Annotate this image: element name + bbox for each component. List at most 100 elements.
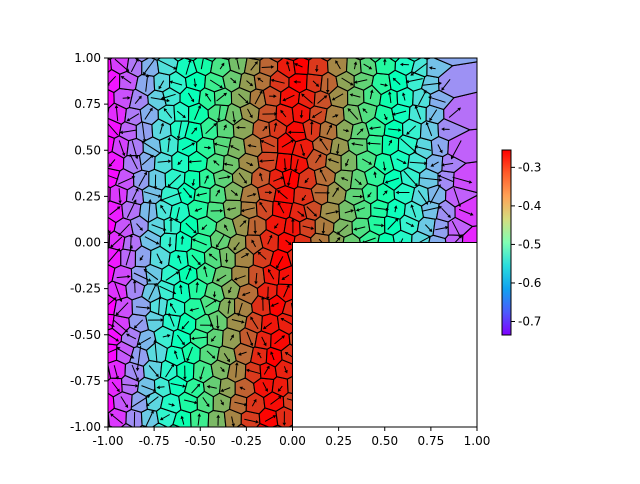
mesh-cell <box>308 409 325 429</box>
mesh-cell <box>478 349 521 385</box>
mesh-cell <box>300 297 319 316</box>
mesh-cell <box>315 12 333 61</box>
mesh-cell <box>464 313 507 332</box>
mesh-cell <box>417 266 434 286</box>
mesh-cell <box>361 359 381 379</box>
mesh-cell <box>393 280 411 300</box>
mesh-cell <box>53 339 100 373</box>
mesh-cell <box>379 361 397 380</box>
mesh-cell <box>85 247 103 266</box>
mesh-cell <box>326 358 343 379</box>
mesh-cell <box>368 295 387 316</box>
x-tick-label: -0.25 <box>231 434 262 448</box>
mesh-cell <box>42 69 73 90</box>
mesh-cell <box>300 390 317 411</box>
mesh-cell <box>303 426 326 473</box>
mesh-cell <box>418 297 435 316</box>
mesh-cell <box>376 328 393 348</box>
y-tick-label: -0.25 <box>70 282 101 296</box>
mesh-cell <box>437 249 457 270</box>
mesh-cell <box>421 249 437 269</box>
x-tick-label: 1.00 <box>464 434 491 448</box>
mesh-cell <box>263 425 286 472</box>
mesh-cell <box>46 135 77 156</box>
mesh-cell <box>351 298 371 321</box>
mesh-cell <box>419 345 437 365</box>
mesh-cell <box>335 295 354 317</box>
mesh-cell <box>445 363 465 382</box>
mesh-cell <box>332 342 352 363</box>
mesh-cell <box>323 280 342 301</box>
mesh-cell <box>283 15 301 60</box>
mesh-cell <box>58 168 84 188</box>
mesh-cell <box>367 392 385 412</box>
mesh-cell <box>320 328 340 348</box>
mesh-cell <box>84 167 102 188</box>
mesh-cell <box>428 314 445 333</box>
mesh-cell <box>425 332 442 350</box>
mesh-cell <box>32 180 79 212</box>
x-tick-label: -0.50 <box>185 434 216 448</box>
mesh-cell <box>320 250 335 269</box>
mesh-cell <box>380 264 400 283</box>
mesh-cell <box>25 148 72 187</box>
x-tick-label: -1.00 <box>92 434 123 448</box>
mesh-cell <box>355 248 374 270</box>
colorbar-tick-label: -0.3 <box>518 160 541 174</box>
mesh-cell <box>144 14 167 61</box>
mesh-cell <box>305 248 321 269</box>
mesh-cell <box>374 408 394 429</box>
mesh-cell <box>382 15 405 62</box>
mesh-cell <box>417 394 434 416</box>
mesh-cell <box>208 410 226 431</box>
mesh-cell <box>364 344 384 363</box>
mesh-cell <box>410 283 427 302</box>
y-tick-label: -1.00 <box>70 420 101 434</box>
mesh-cell <box>463 360 479 380</box>
mesh-cell <box>210 13 234 60</box>
mesh-cell <box>349 14 373 60</box>
mesh-cell <box>154 73 170 92</box>
mesh-cell <box>70 74 89 93</box>
mesh-cell <box>331 425 355 472</box>
mesh-cell <box>276 153 292 172</box>
mesh-cell <box>348 346 366 367</box>
mesh-cell <box>65 298 100 319</box>
mesh-cell <box>434 298 453 318</box>
y-tick-label: 0.50 <box>74 143 101 157</box>
mesh-cell <box>360 280 378 301</box>
mesh-cell <box>388 376 405 396</box>
mesh-cell <box>31 104 74 124</box>
mesh-cell <box>337 374 356 396</box>
mesh-cell <box>392 330 411 349</box>
mesh-cell <box>157 53 178 75</box>
mesh-cell <box>133 19 150 62</box>
mesh-cell <box>114 11 145 58</box>
mesh-cell <box>348 393 367 412</box>
mesh-cell <box>412 314 430 334</box>
mesh-cell <box>460 282 497 300</box>
mesh-cell <box>285 425 303 473</box>
mesh-cell <box>314 265 331 284</box>
mesh-cell <box>89 202 106 220</box>
mesh-cell <box>442 283 461 304</box>
quiver-arrow <box>104 266 108 278</box>
mesh-cell <box>383 343 402 364</box>
mesh-cell <box>228 137 246 159</box>
mesh-cell <box>70 121 88 141</box>
mesh-cell <box>439 377 457 396</box>
mesh-cell <box>383 392 403 413</box>
mesh-cell <box>305 379 324 398</box>
mesh-cell <box>287 376 305 395</box>
mesh-cell <box>448 265 466 288</box>
mesh-cell <box>293 408 309 429</box>
mesh-cell <box>287 248 307 267</box>
x-tick-label: 0.25 <box>325 434 352 448</box>
mesh-cell <box>387 248 405 269</box>
mesh-cell <box>427 282 444 302</box>
y-tick-label: -0.75 <box>70 374 101 388</box>
mesh-cell <box>320 375 337 396</box>
mesh-cell <box>404 247 422 268</box>
mesh-cell <box>478 411 522 430</box>
